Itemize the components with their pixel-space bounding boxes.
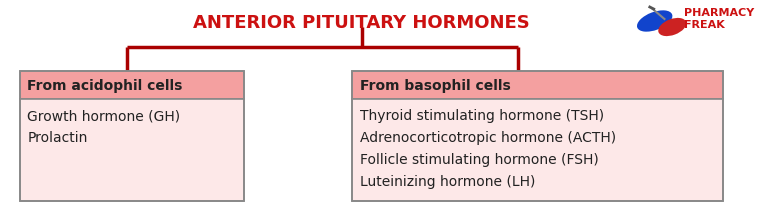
Text: Follicle stimulating hormone (FSH): Follicle stimulating hormone (FSH)	[359, 153, 598, 167]
FancyBboxPatch shape	[352, 71, 723, 99]
Ellipse shape	[637, 10, 673, 32]
Text: Thyroid stimulating hormone (TSH): Thyroid stimulating hormone (TSH)	[359, 109, 604, 123]
Text: Prolactin: Prolactin	[28, 131, 88, 145]
Text: Growth hormone (GH): Growth hormone (GH)	[28, 109, 180, 123]
Text: Adrenocorticotropic hormone (ACTH): Adrenocorticotropic hormone (ACTH)	[359, 131, 616, 145]
FancyBboxPatch shape	[19, 99, 244, 201]
FancyBboxPatch shape	[352, 99, 723, 201]
Text: ANTERIOR PITUITARY HORMONES: ANTERIOR PITUITARY HORMONES	[194, 14, 530, 32]
Text: From basophil cells: From basophil cells	[359, 79, 511, 93]
Text: Luteinizing hormone (LH): Luteinizing hormone (LH)	[359, 175, 535, 189]
Ellipse shape	[658, 18, 687, 36]
Bar	[19, 71, 244, 201]
Bar	[352, 71, 723, 201]
Text: PHARMACY
FREAK: PHARMACY FREAK	[684, 8, 754, 30]
FancyBboxPatch shape	[19, 71, 244, 99]
Text: From acidophil cells: From acidophil cells	[28, 79, 183, 93]
